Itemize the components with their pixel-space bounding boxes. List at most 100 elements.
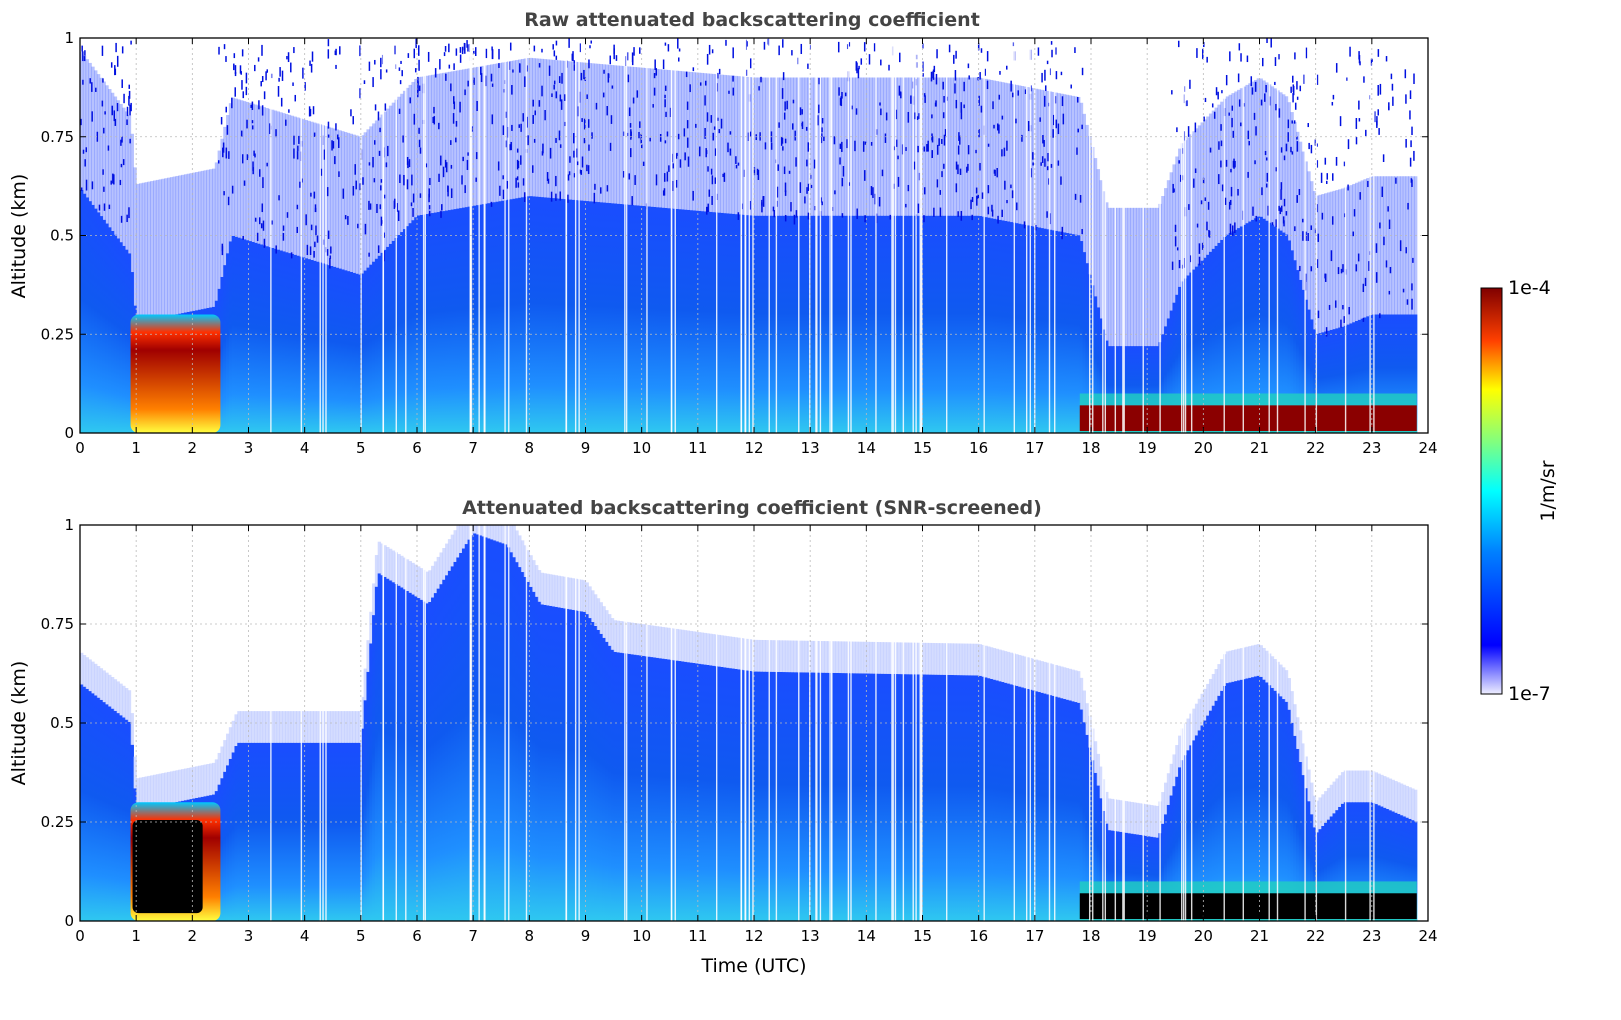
noise-speck	[968, 75, 970, 80]
heatmap-column	[1096, 307, 1101, 433]
heatmap-column	[709, 211, 713, 433]
heatmap-column	[1147, 346, 1151, 433]
heatmap-column	[1293, 735, 1297, 921]
noise-speck	[1021, 134, 1023, 142]
heatmap-column	[978, 675, 983, 921]
heatmap-column	[276, 742, 280, 921]
noise-speck	[383, 194, 386, 199]
noise-speck	[941, 171, 943, 178]
heatmap-fringe	[1284, 96, 1289, 235]
heatmap-fringe	[902, 642, 907, 675]
heatmap-column	[1211, 248, 1216, 433]
heatmap-fringe	[214, 162, 219, 301]
heatmap-column	[327, 265, 331, 433]
heatmap-column	[992, 679, 997, 921]
heatmap-column	[546, 197, 550, 433]
heatmap-column	[442, 579, 446, 921]
heatmap-fringe	[214, 759, 219, 792]
noise-speck	[278, 195, 280, 201]
noise-speck	[986, 80, 989, 90]
noise-speck	[677, 133, 680, 140]
heatmap-fringe	[731, 75, 735, 214]
noise-speck	[1198, 256, 1201, 266]
noise-speck	[1001, 149, 1003, 157]
noise-speck	[399, 174, 401, 184]
heatmap-column	[821, 215, 825, 433]
noise-speck	[967, 63, 970, 69]
noise-speck	[640, 133, 642, 144]
noise-speck	[491, 114, 494, 125]
noise-speck	[402, 135, 404, 143]
noise-speck	[263, 91, 266, 100]
heatmap-column	[501, 200, 505, 433]
noise-speck	[544, 110, 546, 121]
heatmap-fringe	[546, 573, 550, 606]
heatmap-fringe	[644, 624, 648, 657]
heatmap-column	[725, 667, 730, 921]
noise-speck	[967, 163, 969, 171]
noise-speck	[1050, 41, 1053, 45]
noise-speck	[296, 151, 299, 160]
heatmap-column	[939, 674, 943, 921]
heatmap-column	[1366, 802, 1370, 921]
cloud-saturated	[132, 820, 203, 914]
noise-speck	[1186, 100, 1188, 107]
heatmap-fringe	[1003, 82, 1008, 221]
noise-speck	[699, 82, 702, 86]
data-gap	[478, 525, 480, 921]
heatmap-column	[1048, 695, 1053, 921]
heatmap-column	[1231, 231, 1235, 433]
heatmap-column	[279, 250, 283, 433]
heatmap-fringe	[141, 182, 146, 321]
noise-speck	[930, 71, 933, 82]
colorbar-label: 1/m/sr	[1537, 460, 1559, 521]
noise-speck	[1221, 184, 1224, 192]
noise-speck	[112, 173, 114, 184]
noise-speck	[1044, 69, 1046, 81]
heatmap-fringe	[1217, 104, 1221, 243]
heatmap-fringe	[1060, 93, 1064, 232]
heatmap-fringe	[327, 126, 331, 266]
noise-speck	[689, 84, 691, 93]
heatmap-column	[675, 660, 679, 921]
heatmap-fringe	[484, 65, 488, 204]
heatmap-fringe	[804, 640, 808, 673]
heatmap-fringe	[709, 73, 713, 212]
heatmap-fringe	[150, 181, 154, 320]
heatmap-column	[422, 601, 427, 921]
heatmap-fringe	[762, 77, 766, 216]
noise-speck	[225, 56, 227, 62]
heatmap-fringe	[1124, 207, 1129, 347]
heatmap-fringe	[827, 641, 831, 673]
noise-speck	[773, 210, 775, 218]
heatmap-column	[970, 215, 974, 433]
noise-speck	[363, 80, 366, 85]
noise-speck	[128, 95, 130, 106]
noise-speck	[394, 45, 396, 55]
heatmap-column	[1287, 240, 1291, 433]
noise-speck	[1320, 172, 1323, 183]
heatmap-fringe	[1329, 784, 1334, 817]
heatmap-fringe	[1186, 718, 1190, 751]
noise-speck	[1330, 250, 1333, 262]
heatmap-fringe	[1287, 678, 1291, 710]
x-tick-label: 17	[1025, 927, 1044, 945]
heatmap-fringe	[871, 641, 876, 674]
heatmap-fringe	[728, 75, 733, 214]
noise-speck	[878, 197, 881, 207]
noise-speck	[261, 105, 264, 116]
heatmap-fringe	[223, 126, 227, 266]
noise-speck	[1074, 47, 1076, 54]
heatmap-fringe	[784, 77, 789, 216]
heatmap-fringe	[1324, 791, 1328, 823]
heatmap-column	[1079, 709, 1084, 921]
heatmap-fringe	[989, 79, 994, 219]
heatmap-fringe	[824, 641, 828, 673]
heatmap-fringe	[192, 172, 196, 311]
heatmap-column	[1273, 690, 1277, 921]
heatmap-fringe	[759, 77, 764, 216]
noise-speck	[1012, 42, 1015, 47]
heatmap-fringe	[1057, 665, 1061, 698]
noise-speck	[663, 188, 666, 196]
heatmap-fringe	[756, 77, 761, 216]
